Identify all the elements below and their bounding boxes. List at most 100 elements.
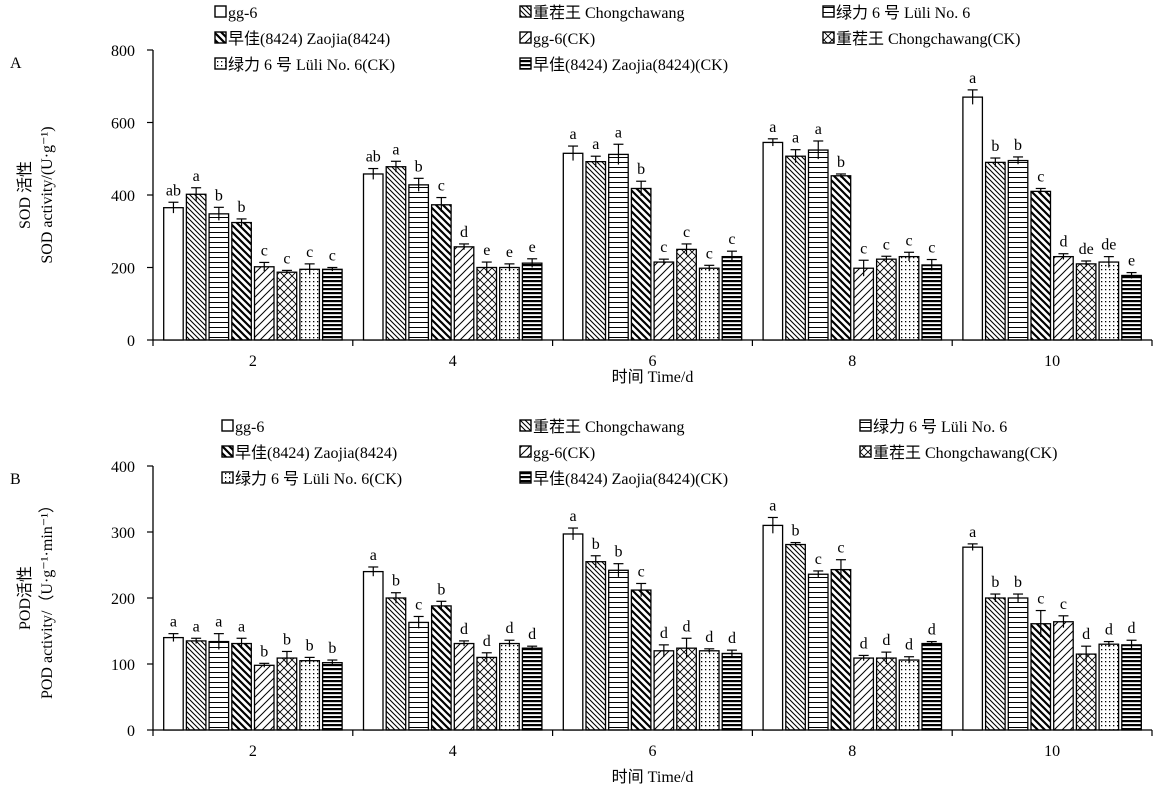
panel-a-ylabel-zh: SOD 活性 [16, 161, 34, 229]
panel-a-bar-s3-c2 [408, 184, 430, 341]
panel-b-sig-letter-s4-c5: c [1037, 591, 1044, 608]
panel-b-sig-letter-s7-c1: b [306, 637, 314, 654]
panel-b-bar-s1-c2 [362, 570, 384, 731]
panel-a-sig-letter-s3-c4: a [815, 121, 822, 138]
panel-a-bar-s1-c1 [163, 207, 184, 341]
panel-b-sig-letter-s5-c2: d [460, 621, 468, 638]
panel-a-sig-letter-s7-c3: c [706, 245, 713, 262]
panel-a-bar-s8-c5 [1121, 274, 1142, 341]
panel-a-sig-letter-s2-c4: a [792, 130, 799, 147]
panel-a-sig-letter-s5-c2: d [460, 224, 468, 241]
panel-a-bar-s6-c1 [276, 271, 298, 341]
panel-b-legend-swatch-6 [859, 445, 872, 458]
panel-b-sig-letter-s7-c5: d [1105, 622, 1113, 639]
panel-a-bar-s7-c5 [1098, 261, 1120, 341]
panel-a-xtick-label-0: 2 [249, 353, 257, 370]
panel-b-bar-s1-c3 [562, 533, 584, 731]
panel-b-bar-s3-c2 [408, 621, 430, 731]
panel-a-xlabel: 时间 Time/d [612, 368, 694, 386]
panel-b-xtick-label-2: 6 [649, 743, 657, 760]
panel-a-bar-s3-c3 [608, 153, 629, 341]
panel-a-sig-letter-s4-c2: c [438, 178, 445, 195]
panel-a-ytick-label-1: 200 [111, 261, 135, 278]
panel-b-ylabel-zh: POD活性 [16, 566, 34, 630]
panel-a-ytick-label-2: 400 [111, 188, 135, 205]
panel-a-legend-swatch-1 [214, 5, 227, 18]
panel-b-sig-letter-s4-c3: c [638, 563, 645, 580]
panel-a-legend-swatch-2 [519, 5, 532, 18]
panel-b-sig-letter-s6-c2: d [483, 633, 491, 650]
panel-b-sig-letter-s1-c5: a [969, 524, 976, 541]
panel-b-sig-letter-s8-c2: d [528, 626, 536, 643]
panel-a-sig-letter-s1-c2: ab [366, 149, 381, 166]
panel-b-sig-letter-s2-c2: b [392, 573, 400, 590]
panel-b-xtick-label-3: 8 [848, 743, 856, 760]
panel-a-bar-s8-c1 [321, 268, 343, 341]
panel-b-bar-s4-c2 [430, 605, 452, 731]
panel-b-sig-letter-s7-c4: d [905, 637, 913, 654]
panel-b-legend-swatch-2 [519, 419, 532, 432]
panel-a-sig-letter-s2-c5: b [991, 138, 999, 155]
panel-a-bar-s3-c1 [208, 213, 230, 341]
panel-b-bar-s2-c1 [185, 640, 207, 731]
panel-a-bar-s2-c5 [984, 161, 1006, 341]
panel-b-sig-letter-s4-c1: a [238, 618, 245, 635]
panel-b-bar-s3-c5 [1007, 597, 1029, 731]
panel-b-sig-letter-s3-c1: a [215, 614, 222, 631]
panel-b-sig-letter-s3-c2: c [415, 596, 422, 613]
panel-a-label: A [10, 55, 22, 72]
panel-a-bar-s4-c2 [430, 204, 452, 341]
panel-a-sig-letter-s5-c3: c [660, 239, 667, 256]
panel-a-ylabel: SOD activity/(U·g⁻¹) [39, 126, 56, 263]
panel-b-bar-s3-c3 [608, 569, 629, 731]
panel-a-bar-s2-c2 [385, 166, 407, 341]
panel-b-legend-swatch-4 [221, 445, 234, 458]
panel-b-bar-s1-c1 [163, 636, 184, 731]
panel-b-legend-swatch-7 [221, 471, 234, 484]
panel-b-bar-s5-c1 [253, 664, 275, 731]
panel-b-legend-swatch-5 [519, 445, 532, 458]
panel-b-sig-letter-s1-c2: a [370, 547, 377, 564]
panel-a-sig-letter-s6-c3: c [683, 224, 690, 241]
panel-b-ytick-label-1: 100 [111, 657, 135, 674]
panel-a-bar-s6-c2 [476, 266, 498, 341]
panel-a-legend-label-8: 早佳(8424) Zaojia(8424)(CK) [533, 56, 728, 74]
panel-b-sig-letter-s5-c1: b [260, 643, 268, 660]
panel-a-legend-label-4: 早佳(8424) Zaojia(8424) [228, 30, 390, 48]
panel-b-bar-s3-c1 [208, 640, 230, 731]
panel-b-bar-s7-c3 [698, 650, 720, 731]
panel-b-bar-s4-c3 [630, 589, 652, 731]
panel-a-bar-s6-c5 [1075, 263, 1097, 341]
panel-b-bar-s8-c3 [721, 652, 743, 731]
panel-b-xtick-label-1: 4 [449, 743, 457, 760]
panel-b-bar-s4-c1 [231, 642, 252, 731]
panel-b-bar-s4-c5 [1030, 623, 1052, 731]
panel-b-sig-letter-s8-c1: b [328, 640, 336, 657]
panel-b-legend-label-7: 绿力 6 号 Lüli No. 6(CK) [235, 470, 402, 488]
panel-b-sig-letter-s3-c5: b [1014, 574, 1022, 591]
panel-b-legend-label-8: 早佳(8424) Zaojia(8424)(CK) [533, 470, 728, 488]
panel-b-bar-s4-c4 [830, 568, 852, 731]
panel-a-sig-letter-s7-c5: de [1101, 237, 1116, 254]
panel-a-sig-letter-s6-c5: de [1079, 241, 1094, 258]
panel-b-legend-label-5: gg-6(CK) [533, 445, 595, 462]
panel-b-bar-s8-c5 [1121, 644, 1142, 731]
panel-b-xlabel: 时间 Time/d [612, 768, 694, 786]
panel-b-legend-label-3: 绿力 6 号 Lüli No. 6 [873, 418, 1007, 436]
panel-a-legend-swatch-6 [822, 31, 835, 44]
panel-a-bar-s4-c3 [630, 187, 652, 341]
panel-b-ytick-label-2: 200 [111, 591, 135, 608]
panel-b-bar-s1-c5 [962, 546, 984, 731]
panel-b-legend-swatch-1 [221, 419, 234, 432]
panel-a-bar-s5-c5 [1053, 255, 1074, 341]
panel-a-bar-s6-c4 [875, 258, 897, 341]
panel-a-legend-swatch-8 [519, 57, 532, 70]
panel-b-bar-s6-c5 [1075, 653, 1097, 731]
panel-a-bar-s8-c4 [921, 264, 943, 341]
panel-b-sig-letter-s5-c5: c [1060, 596, 1067, 613]
panel-b-sig-letter-s6-c5: d [1082, 626, 1090, 643]
panel-b-sig-letter-s1-c3: a [569, 508, 576, 525]
panel-a-bar-s5-c4 [853, 267, 875, 341]
panel-a-sig-letter-s1-c4: a [769, 119, 776, 136]
panel-a-sig-letter-s7-c4: c [905, 232, 912, 249]
